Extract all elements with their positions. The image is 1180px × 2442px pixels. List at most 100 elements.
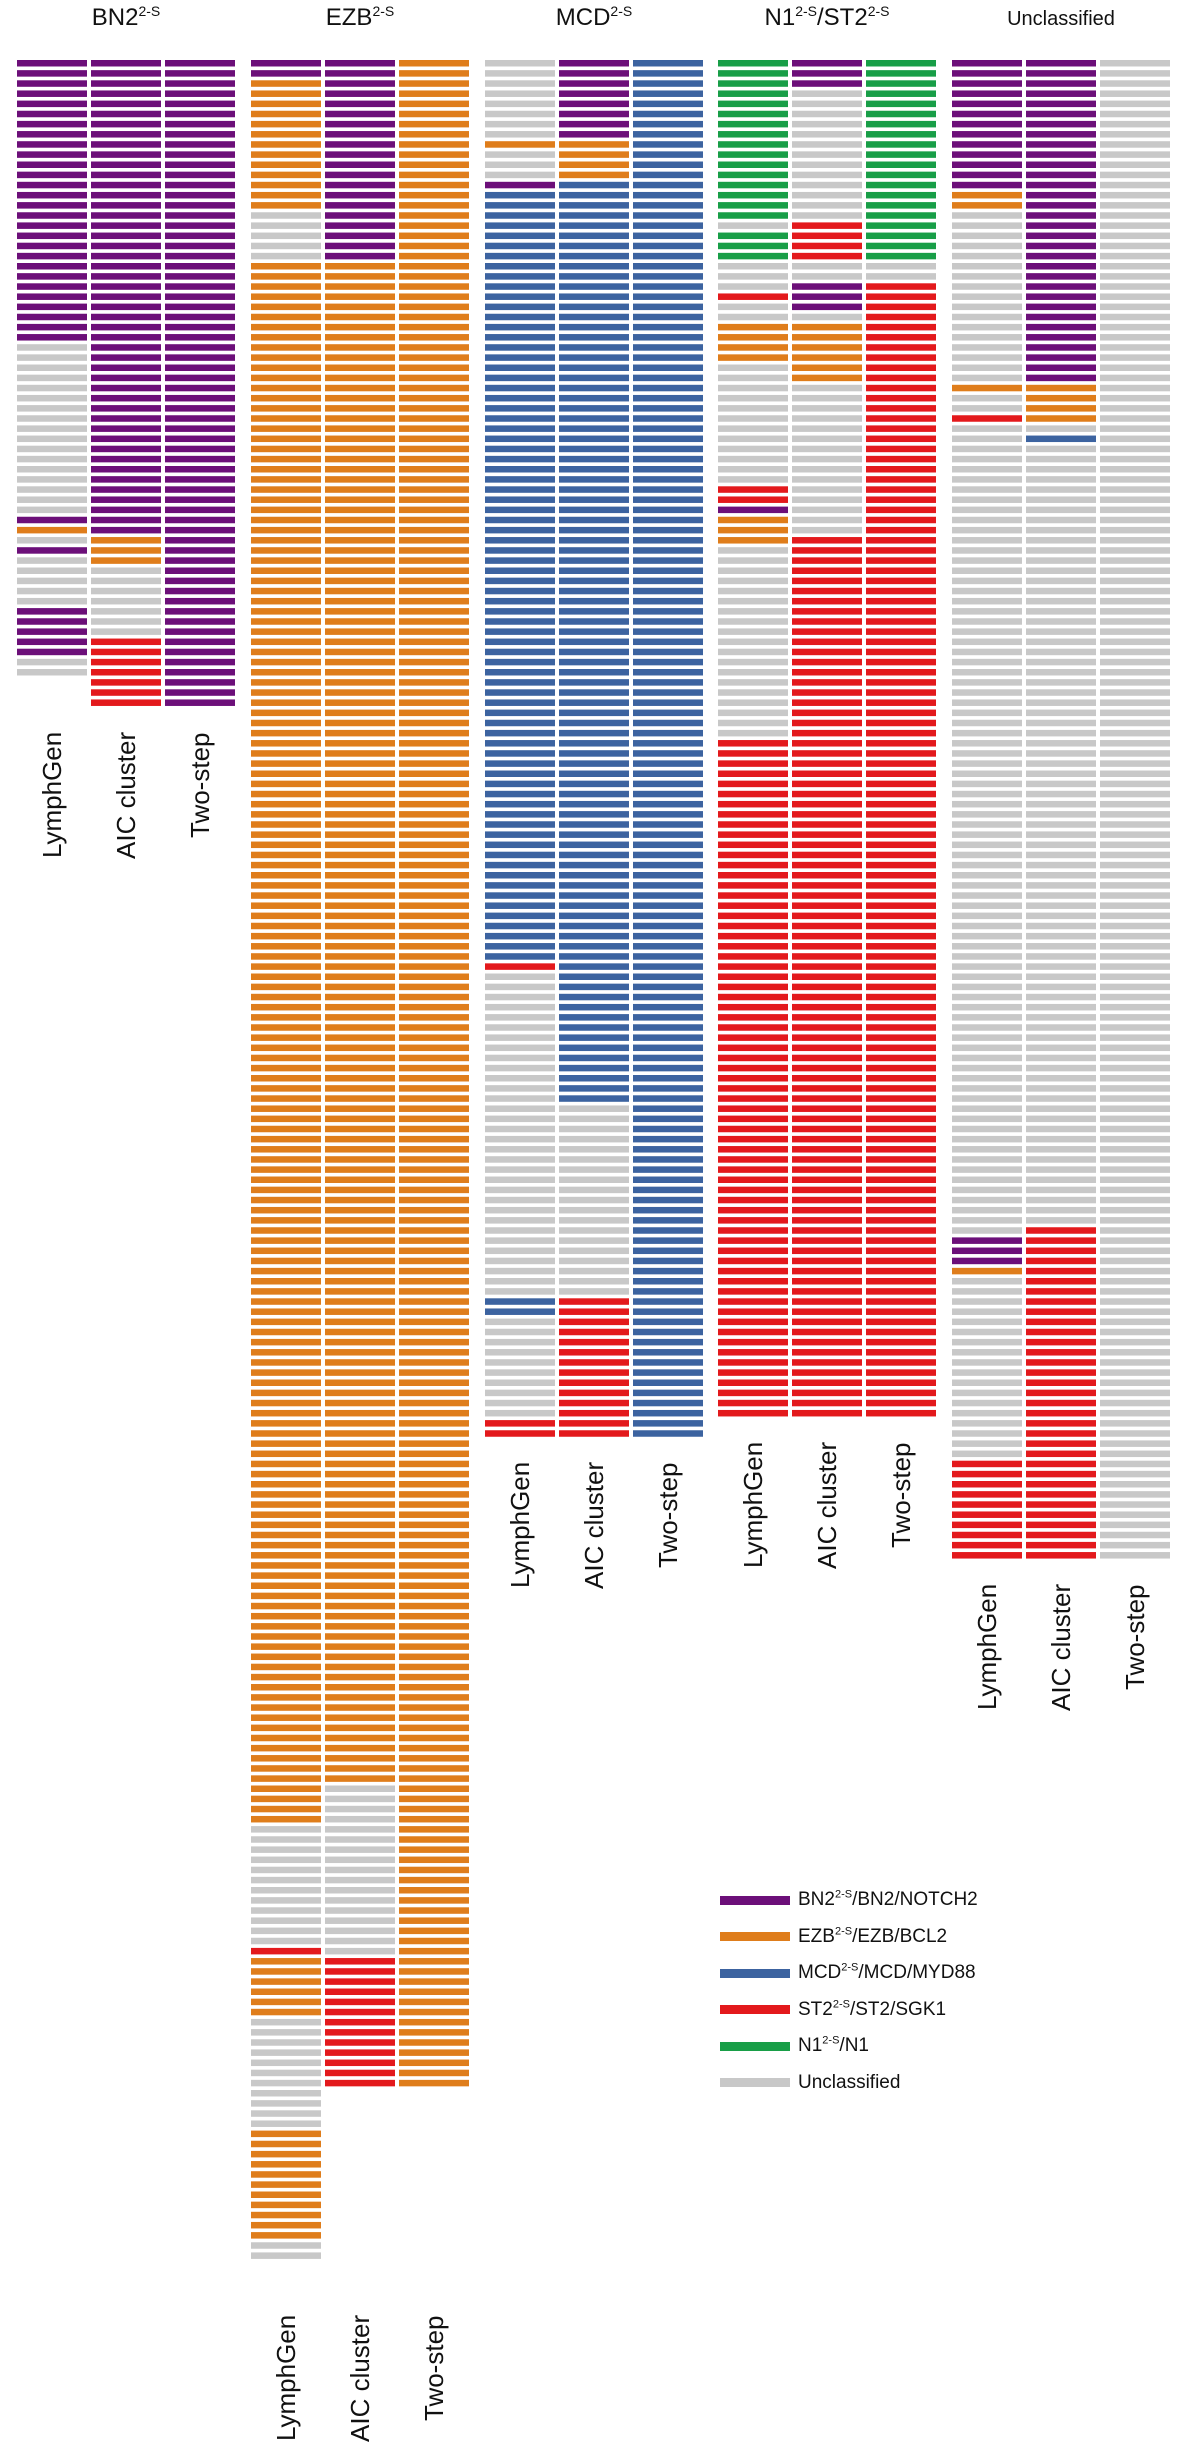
- sample-bar-bn2: [165, 232, 235, 240]
- sample-bar-ezb: [251, 1988, 321, 1995]
- sample-bar-u: [1100, 313, 1170, 321]
- sample-bar-mcd: [633, 648, 703, 656]
- sample-bar-ezb: [399, 2008, 469, 2016]
- sample-bar-mcd: [633, 466, 703, 473]
- sample-bar-ezb: [399, 1267, 469, 1275]
- sample-bar-bn2: [91, 313, 161, 321]
- sample-bar-u: [17, 587, 87, 595]
- sample-bar-u: [1100, 486, 1170, 493]
- sample-bar-mcd: [633, 1085, 703, 1092]
- sample-bar-bn2: [718, 506, 788, 514]
- sample-bar-st2: [792, 669, 862, 676]
- sample-bar-u: [17, 354, 87, 361]
- sample-bar-u: [1100, 770, 1170, 777]
- sample-bar-u: [1100, 1115, 1170, 1123]
- sample-bar-u: [1026, 780, 1096, 788]
- sample-bar-u: [1100, 303, 1170, 311]
- sample-bar-ezb: [325, 618, 395, 625]
- sample-bar-u: [952, 455, 1022, 463]
- sample-bar-ezb: [399, 1399, 469, 1407]
- sample-bar-mcd: [485, 872, 555, 879]
- sample-bar-n1: [718, 171, 788, 179]
- sample-bar-st2: [1026, 1389, 1096, 1397]
- sample-bar-mcd: [633, 750, 703, 757]
- sample-bar-n1: [866, 212, 936, 219]
- sample-bar-u: [1100, 242, 1170, 250]
- sample-bar-mcd: [559, 851, 629, 859]
- sample-bar-u: [718, 415, 788, 422]
- sample-bar-u: [952, 973, 1022, 980]
- sample-bar-mcd: [485, 953, 555, 960]
- sample-bar-bn2: [91, 212, 161, 219]
- sample-bar-bn2: [91, 455, 161, 463]
- sample-bar-ezb: [325, 1206, 395, 1214]
- sample-bar-mcd: [559, 821, 629, 828]
- sample-bar-st2: [866, 1369, 936, 1376]
- sample-bar-st2: [866, 1064, 936, 1072]
- sample-bar-mcd: [559, 1085, 629, 1092]
- sample-bar-ezb: [325, 1288, 395, 1295]
- sample-bar-u: [485, 1389, 555, 1397]
- sample-bar-mcd: [633, 516, 703, 524]
- sample-bar-ezb: [399, 1166, 469, 1173]
- sample-bar-u: [559, 1186, 629, 1194]
- sample-bar-ezb: [399, 1826, 469, 1833]
- sample-bar-mcd: [559, 740, 629, 747]
- sample-bar-ezb: [251, 506, 321, 514]
- sample-bar-st2: [866, 1409, 936, 1417]
- sample-bar-u: [1026, 486, 1096, 493]
- sample-bar-st2: [1026, 1379, 1096, 1386]
- sample-bar-st2: [792, 1054, 862, 1062]
- sample-bar-bn2: [1026, 161, 1096, 168]
- sample-bar-ezb: [399, 1592, 469, 1600]
- sample-bar-u: [1100, 780, 1170, 788]
- sample-bar-st2: [718, 922, 788, 930]
- sample-bar-u: [325, 1876, 395, 1884]
- sample-bar-ezb: [251, 973, 321, 980]
- sample-bar-u: [485, 1338, 555, 1346]
- sample-bar-ezb: [399, 831, 469, 838]
- sample-bar-u: [17, 506, 87, 514]
- sample-bar-ezb: [399, 1420, 469, 1427]
- sample-bar-u: [485, 1105, 555, 1112]
- sample-bar-ezb: [251, 537, 321, 544]
- sample-bar-mcd: [485, 364, 555, 371]
- sample-bar-st2: [792, 902, 862, 909]
- sample-bar-u: [1100, 760, 1170, 767]
- sample-bar-st2: [866, 1379, 936, 1386]
- sample-bar-ezb: [325, 882, 395, 889]
- sample-bar-ezb: [399, 1846, 469, 1853]
- sample-bar-mcd: [485, 648, 555, 656]
- sample-bar-u: [1100, 364, 1170, 371]
- sample-bar-ezb: [251, 1552, 321, 1559]
- sample-bar-bn2: [165, 364, 235, 371]
- sample-bar-u: [718, 425, 788, 432]
- sample-bar-ezb: [399, 1582, 469, 1589]
- sample-bar-st2: [1026, 1369, 1096, 1376]
- sample-bar-st2: [866, 922, 936, 930]
- sample-bar-ezb: [325, 1409, 395, 1417]
- sample-bar-ezb: [399, 577, 469, 585]
- sample-bar-ezb: [399, 1694, 469, 1701]
- sample-bar-mcd: [559, 323, 629, 331]
- sample-bar-mcd: [633, 811, 703, 818]
- sample-bar-mcd: [559, 506, 629, 514]
- sample-bar-u: [1100, 1440, 1170, 1447]
- sample-bar-st2: [866, 1206, 936, 1214]
- sample-bar-bn2: [1026, 283, 1096, 290]
- sample-bar-mcd: [485, 202, 555, 209]
- sample-bar-st2: [792, 973, 862, 980]
- sample-bar-u: [1026, 425, 1096, 432]
- sample-bar-bn2: [1026, 212, 1096, 219]
- sample-bar-u: [1026, 1034, 1096, 1041]
- sample-bar-u: [1100, 882, 1170, 889]
- sample-bar-u: [1100, 232, 1170, 240]
- sample-bar-mcd: [485, 303, 555, 311]
- sample-bar-u: [251, 2252, 321, 2259]
- sample-bar-bn2: [17, 60, 87, 67]
- sample-bar-ezb: [1026, 394, 1096, 402]
- sample-bar-mcd: [485, 516, 555, 524]
- sample-bar-u: [952, 242, 1022, 250]
- sample-bar-ezb: [325, 1003, 395, 1011]
- sample-bar-u: [952, 983, 1022, 991]
